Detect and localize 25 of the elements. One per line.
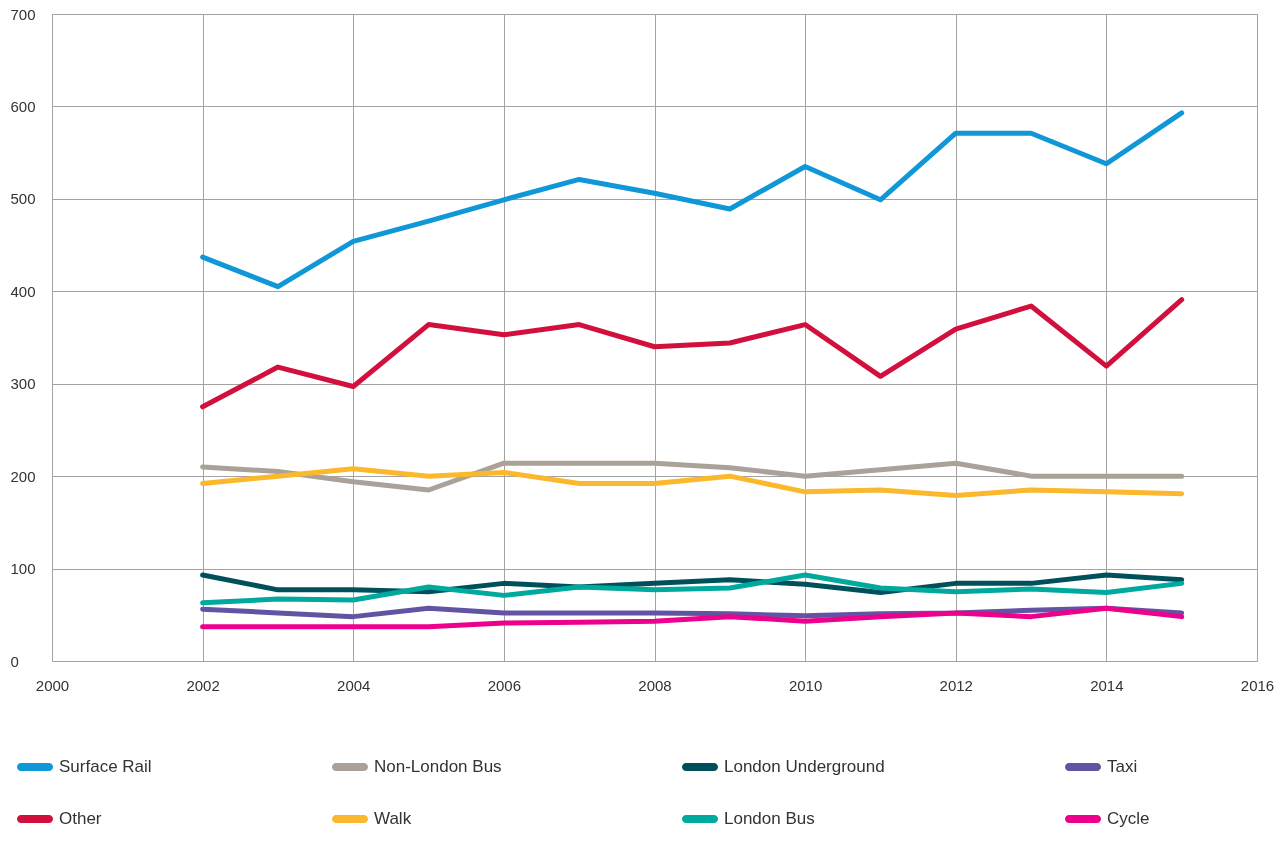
legend-label: Taxi bbox=[1107, 757, 1138, 776]
x-tick-label: 2016 bbox=[1240, 676, 1275, 694]
x-tick-label: 2008 bbox=[638, 676, 672, 694]
y-tick-label: 200 bbox=[10, 467, 36, 485]
legend-label: London Bus bbox=[724, 809, 815, 828]
legend-label: Walk bbox=[374, 809, 412, 828]
x-tick-label: 2014 bbox=[1090, 676, 1124, 694]
y-tick-label: 600 bbox=[10, 97, 36, 115]
y-tick-label: 700 bbox=[10, 5, 36, 23]
y-tick-label: 100 bbox=[10, 560, 36, 578]
y-tick-label: 400 bbox=[10, 282, 36, 300]
x-tick-label: 2010 bbox=[788, 676, 823, 694]
x-tick-label: 2006 bbox=[487, 676, 522, 694]
legend-label: London Underground bbox=[724, 757, 885, 776]
y-tick-label: 500 bbox=[10, 190, 36, 208]
y-tick-label: 300 bbox=[10, 375, 36, 393]
x-tick-label: 2012 bbox=[939, 676, 973, 694]
x-tick-label: 2004 bbox=[337, 676, 371, 694]
legend-label: Non-London Bus bbox=[374, 757, 502, 776]
legend-label: Other bbox=[59, 809, 102, 828]
legend-label: Surface Rail bbox=[59, 757, 152, 776]
x-tick-label: 2000 bbox=[35, 676, 70, 694]
x-tick-label: 2002 bbox=[186, 676, 220, 694]
y-tick-label: 0 bbox=[10, 652, 19, 670]
legend-label: Cycle bbox=[1107, 809, 1150, 828]
